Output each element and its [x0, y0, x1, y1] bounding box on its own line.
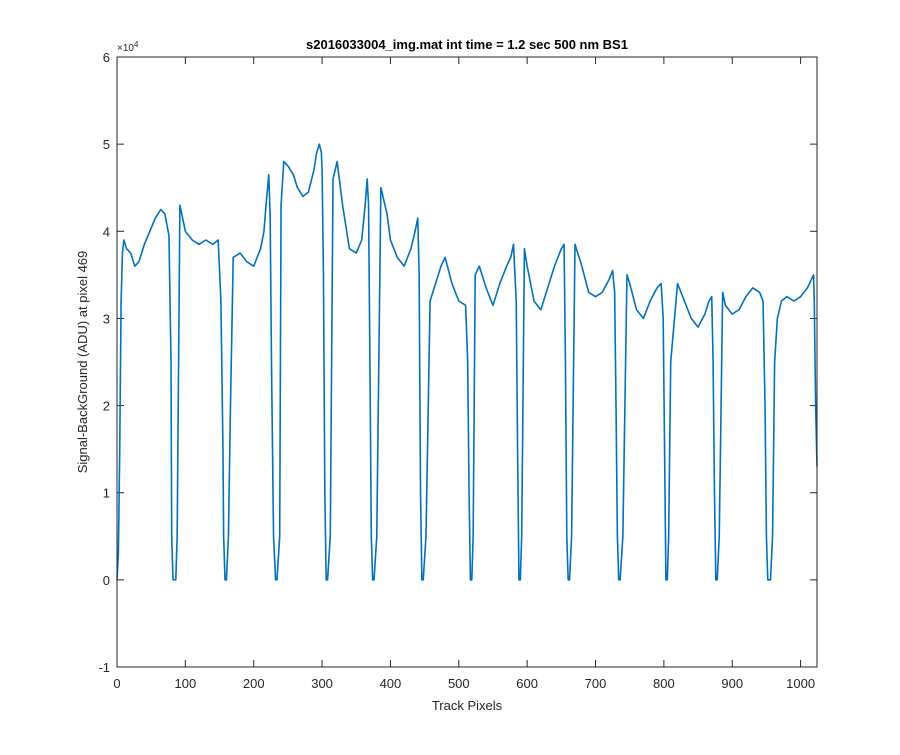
- y-tick-label: 2: [103, 399, 110, 414]
- x-tick-label: 100: [175, 676, 197, 691]
- y-tick-label: -1: [98, 660, 110, 675]
- y-multiplier: ×104: [117, 40, 139, 54]
- y-axis-label: Signal-BackGround (ADU) at pixel 469: [75, 251, 90, 474]
- series-line-signal: [116, 143, 818, 581]
- x-tick-label: 900: [721, 676, 743, 691]
- x-axis-label: Track Pixels: [432, 698, 503, 713]
- axes-box: [116, 56, 818, 668]
- x-tick-label: 1000: [786, 676, 815, 691]
- y-tick-label: 1: [103, 486, 110, 501]
- x-tick-label: 400: [380, 676, 402, 691]
- x-tick-label: 500: [448, 676, 470, 691]
- x-tick-label: 300: [311, 676, 333, 691]
- x-tick-label: 800: [653, 676, 675, 691]
- y-tick-label: 5: [103, 137, 110, 152]
- y-tick-label: 6: [103, 50, 110, 65]
- y-multiplier-exponent: 4: [134, 40, 139, 49]
- y-multiplier-base: ×10: [117, 43, 134, 54]
- tick-labels: 0 100 200 300 400 500 600 700 800 900 1000-1012345…: [98, 50, 815, 691]
- x-tick-label: 600: [516, 676, 538, 691]
- y-tick-label: 4: [103, 224, 110, 239]
- x-tick-label: 700: [585, 676, 607, 691]
- x-tick-label: 200: [243, 676, 265, 691]
- axis-ticks: [116, 56, 817, 668]
- y-tick-label: 0: [103, 573, 110, 588]
- data-layer: [116, 143, 818, 581]
- chart-title: s2016033004_img.mat int time = 1.2 sec 5…: [306, 37, 628, 52]
- y-tick-label: 3: [103, 311, 110, 326]
- x-tick-label: 0: [113, 676, 120, 691]
